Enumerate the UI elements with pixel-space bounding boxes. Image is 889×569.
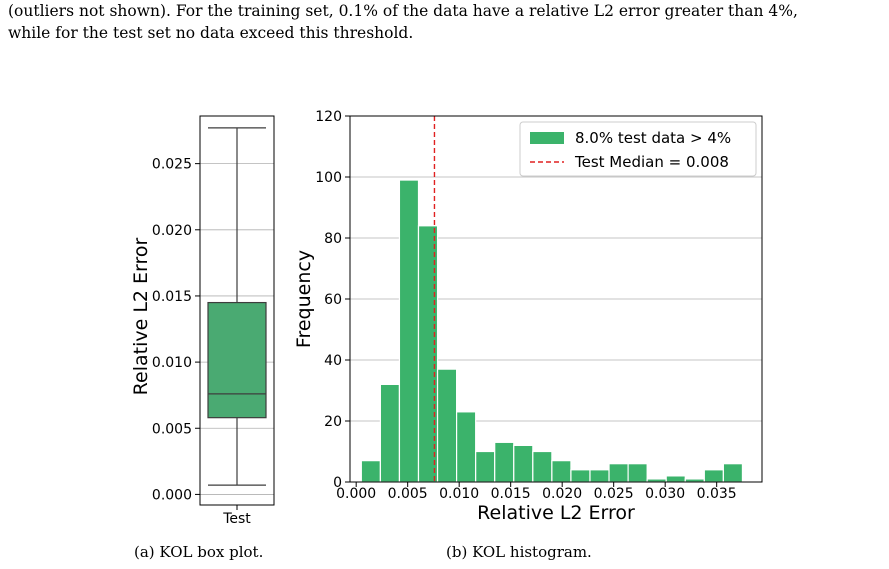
histogram-bar [494, 441, 515, 483]
histogram-chart: 0 20 40 60 80 100 120 0.000 0.005 0.010 0.015 0.020… [293, 109, 763, 524]
legend: 8.0% test data > 4% Test Median = 0.008 [519, 121, 757, 177]
figure-caption-text: (outliers not shown). For the training s… [8, 0, 798, 44]
histogram-bar [551, 460, 572, 483]
hist-ylabel: Frequency [293, 250, 315, 348]
histogram-bar [513, 444, 534, 483]
histogram-bar [456, 411, 477, 483]
histogram-bar [532, 450, 553, 483]
hist-ytick-label: 40 [324, 353, 342, 369]
legend-label-bars: 8.0% test data > 4% [575, 129, 731, 147]
hist-xtick-label: 0.025 [594, 486, 634, 502]
histogram-bar [475, 450, 496, 483]
hist-ytick-label: 120 [315, 109, 342, 125]
histogram-bar [722, 463, 744, 483]
histogram-bar [665, 475, 686, 483]
box-xtick-label: Test [222, 511, 251, 527]
box-ytick-label: 0.015 [152, 289, 192, 305]
caption-line-1: (outliers not shown). For the training s… [8, 2, 798, 20]
hist-xtick-label: 0.015 [491, 486, 531, 502]
histogram-bar [589, 469, 610, 483]
box-ytick-label: 0.025 [152, 157, 192, 173]
histogram-bar [627, 463, 648, 483]
histogram-bar [398, 179, 420, 483]
box-ytick-label: 0.010 [152, 355, 192, 371]
box-ytick-label: 0.000 [152, 487, 192, 503]
histogram-bar [379, 383, 401, 483]
hist-ytick-label: 100 [315, 170, 342, 186]
histogram-bar [570, 469, 591, 483]
hist-ytick-label: 60 [324, 292, 342, 308]
histogram-bar [436, 368, 458, 483]
legend-swatch-bars [530, 132, 564, 144]
hist-xtick-label: 0.020 [542, 486, 582, 502]
box-ytick-label: 0.020 [152, 223, 192, 239]
histogram-bar [360, 460, 381, 483]
hist-ytick-label: 20 [324, 414, 342, 430]
caption-b: (b) KOL histogram. [446, 543, 592, 561]
box-plot-chart: 0.000 0.005 0.010 0.015 0.020 0.025 Test Relati… [130, 115, 275, 527]
caption-a: (a) KOL box plot. [134, 543, 264, 561]
legend-box [519, 121, 757, 177]
hist-ytick-label: 80 [324, 231, 342, 247]
histogram-bar [608, 463, 629, 483]
box-ylabel: Relative L2 Error [130, 237, 152, 395]
hist-xtick-label: 0.010 [439, 486, 479, 502]
box-ytick-label: 0.005 [152, 421, 192, 437]
caption-line-2: while for the test set no data exceed th… [8, 24, 414, 42]
hist-ytick-label: 0 [333, 475, 342, 491]
histogram-bar [703, 469, 724, 483]
hist-xtick-label: 0.005 [388, 486, 428, 502]
hist-xlabel: Relative L2 Error [477, 502, 635, 524]
hist-xtick-label: 0.030 [645, 486, 685, 502]
hist-xtick-label: 0.035 [697, 486, 737, 502]
hist-xtick-label: 0.000 [336, 486, 376, 502]
iqr-box [207, 301, 267, 419]
legend-label-median: Test Median = 0.008 [574, 153, 729, 171]
